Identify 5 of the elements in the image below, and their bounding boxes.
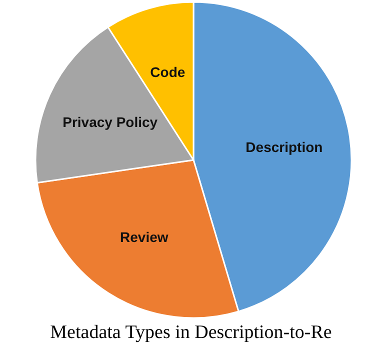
- slice-label: Description: [246, 138, 323, 155]
- slice-label: Code: [150, 64, 186, 80]
- slice-label: Privacy Policy: [62, 114, 158, 130]
- slice-label: Review: [120, 229, 168, 246]
- text: Metadata Types in Description-to-Re: [50, 322, 332, 343]
